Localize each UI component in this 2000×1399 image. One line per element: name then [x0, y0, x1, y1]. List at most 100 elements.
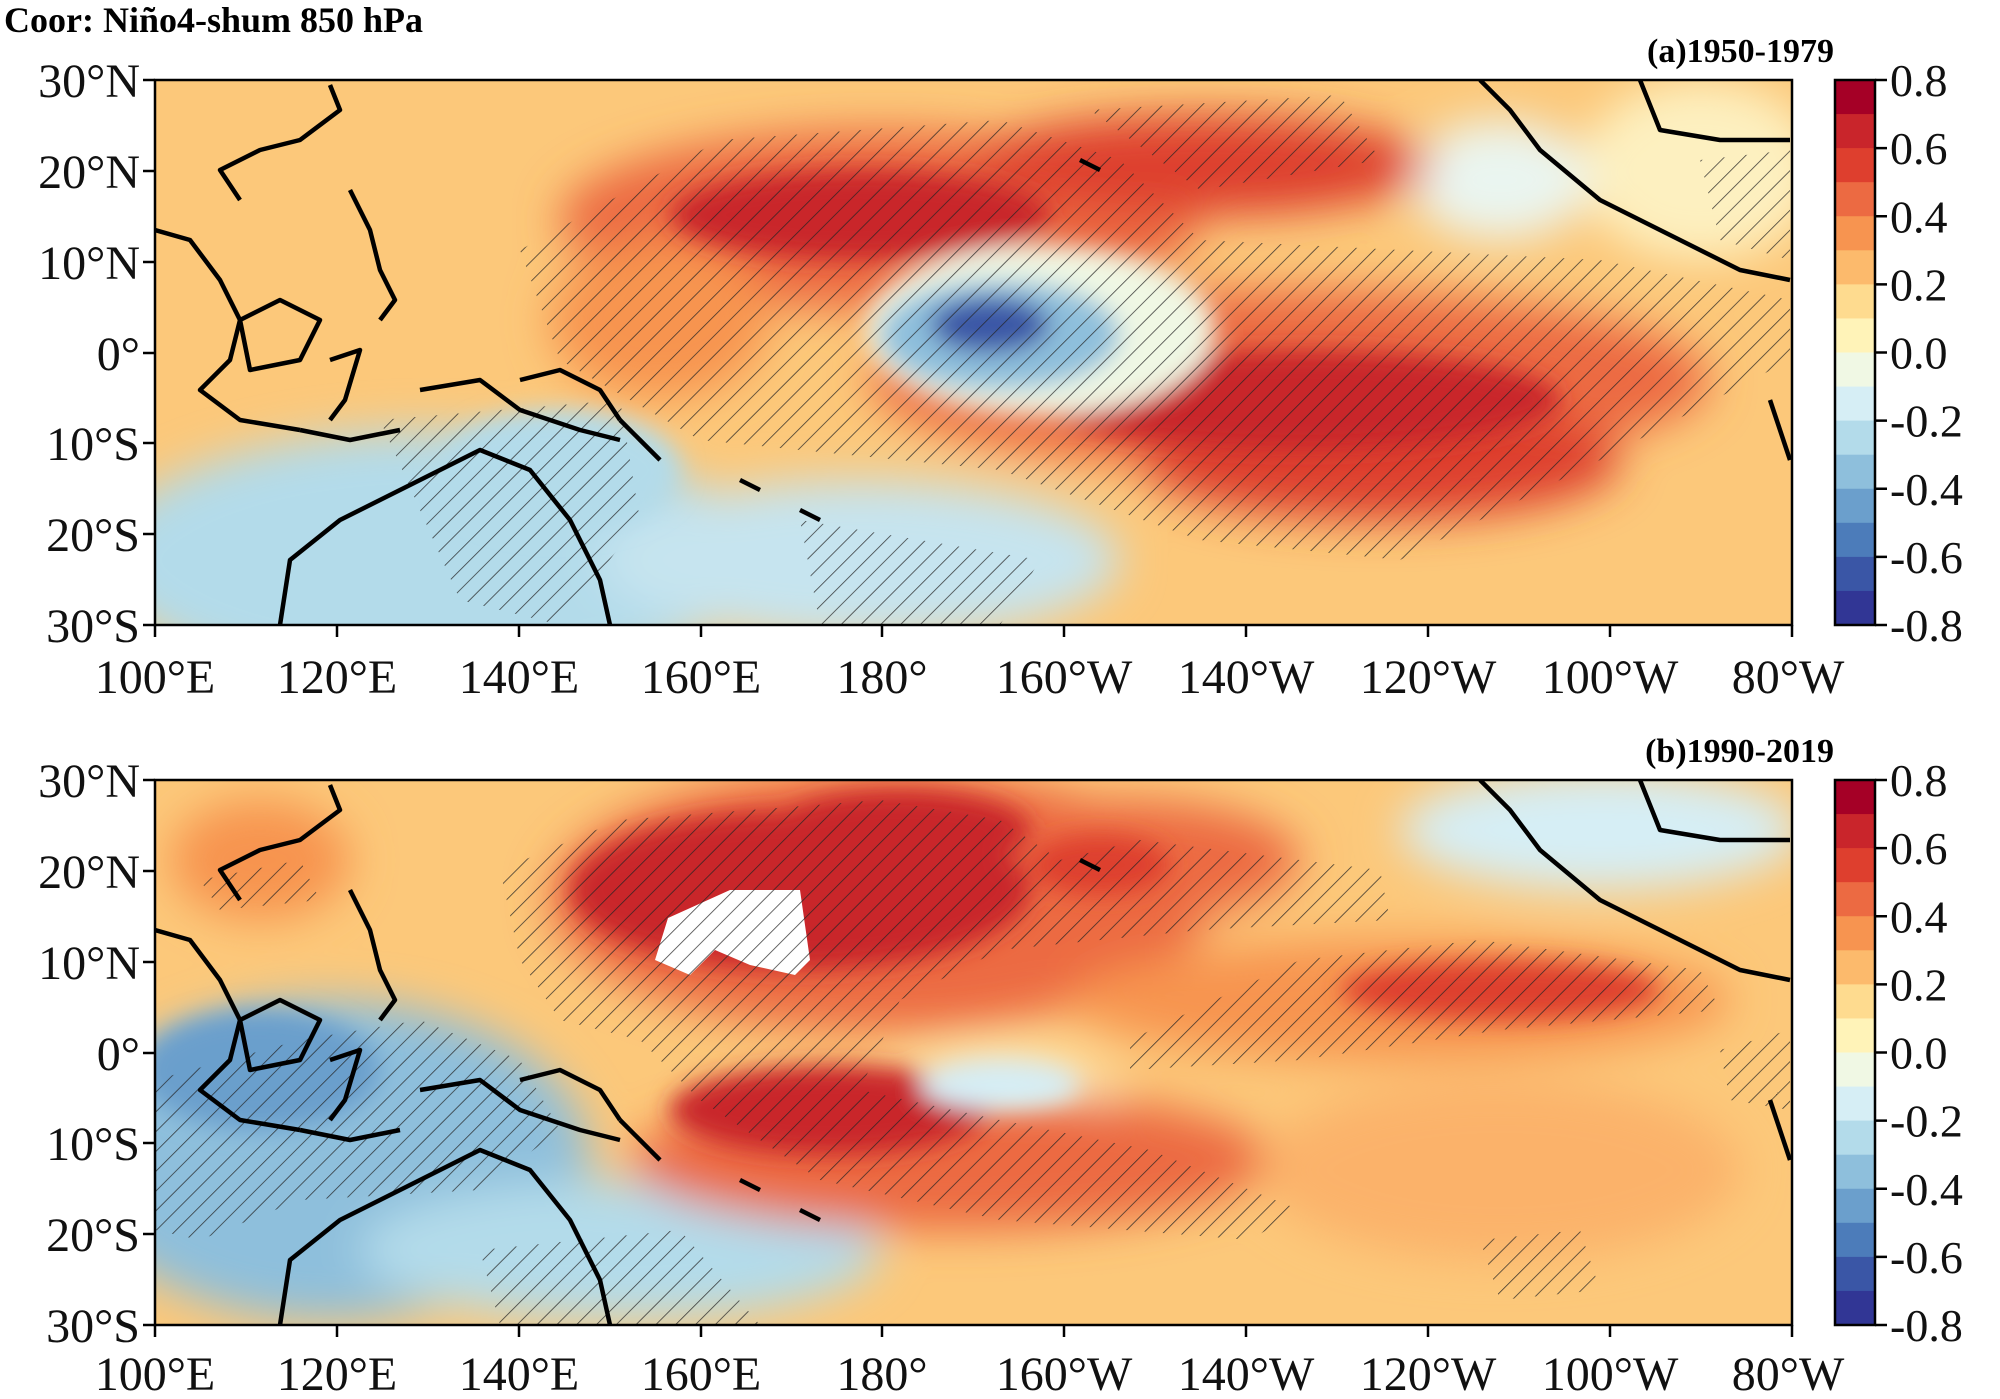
panel-a-title: (a)1950-1979: [1647, 33, 1834, 70]
colorbar-swatch: [1835, 114, 1875, 149]
colorbar-swatch: [1835, 522, 1875, 558]
colorbar-swatch: [1835, 1188, 1875, 1224]
panel-b: (b)1990-2019: [38, 733, 1963, 1399]
colorbar-swatch: [1835, 284, 1875, 320]
panel-b-lon-tick: 120°W: [1360, 1348, 1497, 1399]
colorbar-swatch: [1835, 1052, 1875, 1088]
panel-b-lat-tick: 30°N: [38, 755, 140, 808]
colorbar-label: -0.8: [1890, 600, 1963, 651]
colorbar-label: -0.8: [1890, 1300, 1963, 1351]
colorbar-label: 0.4: [1890, 891, 1948, 942]
panel-a-lat-tick: 0°: [97, 328, 140, 381]
panel-b-lat-tick: 0°: [97, 1028, 140, 1081]
panel-b-lat-tick: 20°S: [46, 1209, 140, 1262]
colorbar-label: -0.2: [1890, 396, 1963, 447]
panel-b-lon-tick: 160°E: [641, 1348, 762, 1399]
panel-b-lon-tick: 100°E: [95, 1348, 216, 1399]
panel-a-lon-tick: 160°W: [996, 651, 1133, 704]
colorbar-swatch: [1835, 1086, 1875, 1122]
colorbar-label: 0.0: [1890, 328, 1948, 379]
panel-a-lon-tick: 180°: [836, 651, 927, 704]
colorbar-swatch: [1835, 182, 1875, 217]
colorbar-swatch: [1835, 148, 1875, 183]
panel-a-lon-tick: 80°W: [1732, 651, 1845, 704]
colorbar-swatch: [1835, 80, 1875, 115]
colorbar-swatch: [1835, 352, 1875, 388]
panel-b-lat-tick: 10°S: [46, 1118, 140, 1171]
colorbar-label: 0.8: [1890, 755, 1948, 806]
colorbar-label: -0.6: [1890, 532, 1963, 583]
colorbar-swatch: [1835, 216, 1875, 251]
panel-a-lat-tick: 20°N: [38, 146, 140, 199]
colorbar-label: 0.2: [1890, 959, 1948, 1010]
panel-b-lat-tick: 20°N: [38, 846, 140, 899]
colorbar-swatch: [1835, 1154, 1875, 1190]
panel-a-lat-tick: 10°S: [46, 418, 140, 471]
panel-b-lon-tick: 80°W: [1732, 1348, 1845, 1399]
colorbar-swatch: [1835, 250, 1875, 285]
panel-a-lon-tick: 160°E: [641, 651, 762, 704]
panel-b-colorbar: 0.8 0.6 0.4 0.2 0.0 -0.2 -0.4 -0.6 -0.8: [1833, 755, 1963, 1351]
panel-b-lon-tick: 180°: [836, 1348, 927, 1399]
colorbar-swatch: [1835, 882, 1875, 917]
panel-a-lat-tick: 10°N: [38, 237, 140, 290]
colorbar-swatch: [1835, 420, 1875, 456]
panel-a-lon-tick: 140°E: [459, 651, 580, 704]
panel-a-lon-tick: 100°E: [95, 651, 216, 704]
colorbar-swatch: [1835, 454, 1875, 490]
colorbar-swatch: [1835, 916, 1875, 951]
colorbar-swatch: [1835, 318, 1875, 354]
panel-a-lat-tick: 30°N: [38, 55, 140, 108]
panel-a-lon-tick: 140°W: [1178, 651, 1315, 704]
panel-b-title: (b)1990-2019: [1645, 733, 1834, 770]
panel-a-lon-tick: 100°W: [1542, 651, 1679, 704]
colorbar-label: -0.4: [1890, 464, 1963, 515]
colorbar-swatch: [1835, 1290, 1875, 1326]
panel-a-lat-ticks: 30°N 20°N 10°N 0° 10°S 20°S 30°S: [38, 55, 155, 653]
figure-title: Coor: Niño4-shum 850 hPa: [4, 0, 423, 40]
panel-a: (a)1950-1979: [38, 33, 1963, 704]
panel-b-lon-tick: 160°W: [996, 1348, 1133, 1399]
colorbar-label: -0.4: [1890, 1164, 1963, 1215]
colorbar-swatch: [1835, 848, 1875, 883]
colorbar-swatch: [1835, 814, 1875, 849]
panel-b-lon-tick: 120°E: [277, 1348, 398, 1399]
colorbar-swatch: [1835, 386, 1875, 422]
colorbar-label: 0.4: [1890, 191, 1948, 242]
colorbar-swatch: [1835, 1222, 1875, 1258]
colorbar-swatch: [1835, 780, 1875, 815]
panel-b-lon-ticks: 100°E 120°E 140°E 160°E 180° 160°W 140°W…: [95, 1325, 1845, 1399]
colorbar-swatch: [1835, 488, 1875, 524]
colorbar-label: -0.2: [1890, 1096, 1963, 1147]
panel-a-field: [155, 80, 1792, 625]
panel-a-colorbar: 0.8 0.6 0.4 0.2 0.0 -0.2 -0.4 -0.6 -0.8: [1833, 55, 1963, 651]
panel-b-field: [155, 780, 1792, 1325]
panel-b-lat-tick: 10°N: [38, 937, 140, 990]
colorbar-swatch: [1835, 950, 1875, 985]
panel-a-lon-ticks: 100°E 120°E 140°E 160°E 180° 160°W 140°W…: [95, 625, 1845, 704]
panel-b-lat-tick: 30°S: [46, 1300, 140, 1353]
panel-b-lat-ticks: 30°N 20°N 10°N 0° 10°S 20°S 30°S: [38, 755, 155, 1353]
colorbar-swatch: [1835, 1256, 1875, 1292]
panel-b-coastlines: [155, 780, 1792, 1325]
colorbar-label: -0.6: [1890, 1232, 1963, 1283]
panel-b-lon-tick: 100°W: [1542, 1348, 1679, 1399]
panel-a-lat-tick: 20°S: [46, 509, 140, 562]
colorbar-label: 0.8: [1890, 55, 1948, 106]
panel-a-lon-tick: 120°W: [1360, 651, 1497, 704]
colorbar-swatch: [1835, 556, 1875, 592]
panel-b-lon-tick: 140°W: [1178, 1348, 1315, 1399]
colorbar-swatch: [1835, 984, 1875, 1020]
colorbar-swatch: [1835, 590, 1875, 626]
panel-a-coastlines: [155, 80, 1792, 625]
panel-a-lon-tick: 120°E: [277, 651, 398, 704]
colorbar-swatch: [1835, 1018, 1875, 1054]
colorbar-label: 0.6: [1890, 123, 1948, 174]
colorbar-label: 0.0: [1890, 1028, 1948, 1079]
colorbar-label: 0.6: [1890, 823, 1948, 874]
colorbar-swatch: [1835, 1120, 1875, 1156]
colorbar-label: 0.2: [1890, 259, 1948, 310]
panel-b-lon-tick: 140°E: [459, 1348, 580, 1399]
panel-a-lat-tick: 30°S: [46, 600, 140, 653]
